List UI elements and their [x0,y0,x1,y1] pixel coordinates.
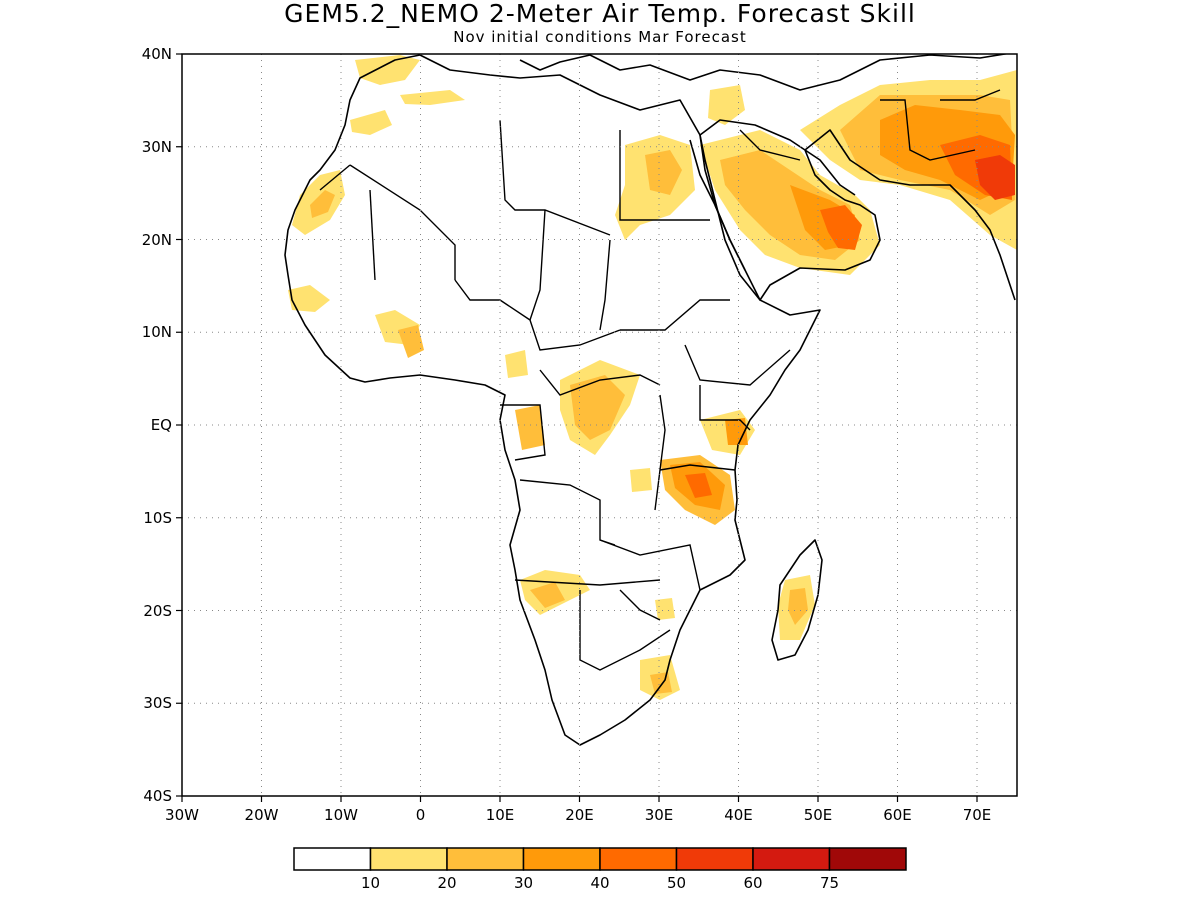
lat-label: 40S [143,787,172,805]
colorbar-swatch [446,847,525,871]
colorbar-label: 50 [667,874,686,892]
skill-region-levant [708,85,745,125]
border-line [349,164,456,280]
skill-region-south-africa-core [650,672,672,694]
border-line [454,279,621,351]
skill-region-mozambique [655,598,675,620]
colorbar-label: 40 [590,874,609,892]
europe-coastline [519,54,1010,91]
colorbar-label: 60 [743,874,762,892]
graticule [182,54,1017,796]
border-line [940,89,1001,101]
map-title: GEM5.2_NEMO 2-Meter Air Temp. Forecast S… [284,0,916,28]
skill-region-india-core [975,155,1015,200]
lat-label: 30S [143,694,172,712]
coastlines [284,54,1016,746]
skill-region-madagascar-core [788,588,808,625]
madagascar-coastline [771,539,823,661]
colorbar-swatch [369,847,448,871]
persian-gulf-coast [804,149,856,196]
border-line [369,189,376,281]
colorbar-label: 30 [514,874,533,892]
lon-label: 30E [645,806,674,824]
border-line [500,404,546,461]
lon-label: 60E [883,806,912,824]
skill-region-nw-coast [355,55,420,85]
border-line [499,119,611,236]
skill-region-cameroon [505,350,528,378]
skill-region-egypt-core [645,150,682,195]
colorbar-swatch [675,847,754,871]
lat-label: 20N [142,231,172,249]
lon-label: 20W [245,806,279,824]
colorbar-label: 10 [361,874,380,892]
lon-label: 10E [486,806,515,824]
skill-shading [288,55,1017,700]
lon-label: 50E [804,806,833,824]
lon-labels: 30W 20W 10W 0 10E 20E 30E 40E 50E 60E 70… [165,806,991,824]
border-line [620,299,730,331]
skill-region-morocco [350,110,392,135]
lon-label: 30W [165,806,199,824]
skill-region-w-sahara-core [310,190,335,218]
skill-region-ghana [398,325,424,358]
south-asia-coastline [804,129,1016,301]
borders [319,89,1001,671]
border-line [539,369,661,396]
colorbar-swatch [828,847,907,871]
lon-label: 20E [565,806,594,824]
lat-label: 20S [143,602,172,620]
colorbar-swatch [293,847,372,871]
colorbar-swatch [599,847,678,871]
lat-label: 40N [142,45,172,63]
colorbar-swatch [522,847,601,871]
border-line [599,539,701,591]
lat-labels: 40N 30N 20N 10N EQ 10S 20S 30S 40S [142,45,172,805]
lon-label: 10W [324,806,358,824]
lon-label: 0 [416,806,426,824]
colorbar-label: 20 [437,874,456,892]
colorbar-label: 75 [820,874,839,892]
red-sea-coast [689,139,746,271]
ticks [176,53,978,802]
skill-region-tanzania-inner [685,473,712,498]
lat-label: EQ [151,416,172,434]
border-line [739,129,801,161]
africa-coastline [284,54,821,746]
lat-label: 10N [142,323,172,341]
skill-region-congo-east [630,468,652,492]
border-line [619,589,661,621]
colorbar: 10 20 30 40 50 60 75 [293,847,907,892]
border-line [880,99,976,161]
border-line [699,385,751,431]
border-line [319,164,351,191]
skill-region-gabon [515,405,545,450]
border-line [599,239,611,331]
lat-label: 30N [142,138,172,156]
colorbar-swatch [752,847,831,871]
border-line [684,344,791,386]
skill-region-senegal [288,285,330,312]
lon-label: 70E [963,806,992,824]
border-line [659,464,736,471]
border-line [529,209,546,321]
border-line [654,394,666,511]
skill-region-car-core [570,375,625,440]
border-line [514,579,661,586]
map-subtitle: Nov initial conditions Mar Forecast [453,28,747,46]
skill-region-angola-core [530,582,565,608]
border-line [619,130,710,221]
lat-label: 10S [143,509,172,527]
lon-label: 40E [724,806,753,824]
skill-region-oman [820,205,862,250]
skill-region-algeria [400,90,465,105]
skill-region-kenya-core [725,418,748,445]
